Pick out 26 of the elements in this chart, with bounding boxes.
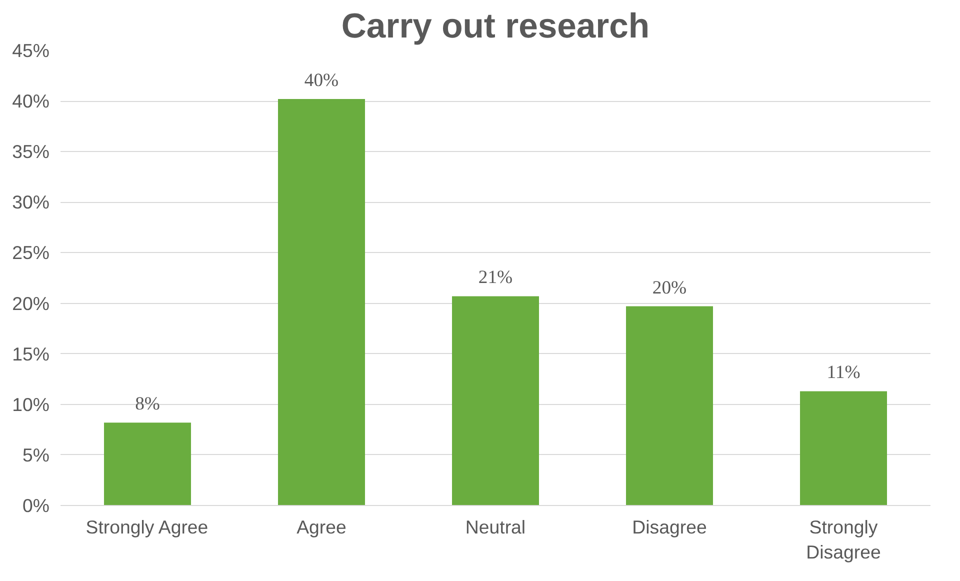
x-tick-label: Strongly Agree <box>86 516 208 538</box>
y-tick-label: 15% <box>12 343 50 364</box>
data-label: 8% <box>135 394 160 415</box>
x-tick-label: Neutral <box>465 516 526 538</box>
chart-title: Carry out research <box>341 8 650 46</box>
bar <box>626 306 713 506</box>
data-label: 11% <box>826 362 860 384</box>
y-tick-label: 0% <box>22 495 50 516</box>
data-label: 40% <box>304 70 339 92</box>
y-tick-label: 40% <box>12 90 50 112</box>
y-tick-label: 5% <box>22 444 50 466</box>
y-tick-label: 45% <box>12 40 50 61</box>
y-tick-label: 25% <box>12 242 50 264</box>
bar <box>104 422 191 506</box>
bar <box>800 391 887 506</box>
y-tick-label: 20% <box>12 292 50 314</box>
x-tick-label: Disagree <box>632 516 707 538</box>
bar <box>278 99 365 506</box>
y-tick-label: 35% <box>12 141 50 162</box>
y-tick-label: 30% <box>12 192 50 213</box>
y-tick-label: 10% <box>12 394 50 415</box>
x-tick-label: Strongly Disagree <box>806 516 881 563</box>
bar <box>452 296 539 506</box>
data-label: 21% <box>478 267 513 288</box>
x-tick-label: Agree <box>296 516 346 538</box>
data-label: 20% <box>652 277 687 298</box>
